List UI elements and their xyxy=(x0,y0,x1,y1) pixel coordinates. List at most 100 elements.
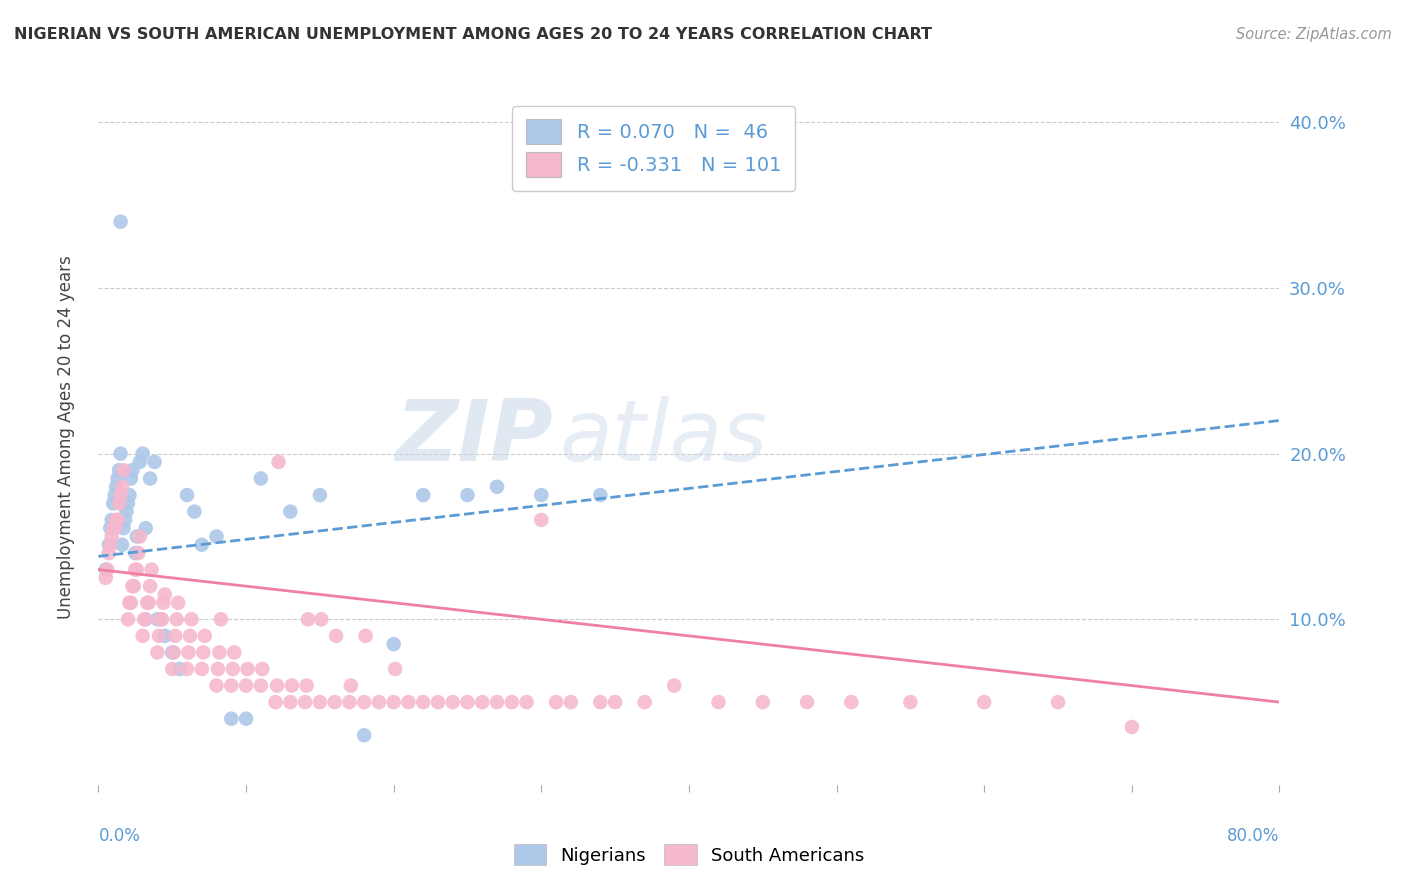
Point xyxy=(323,695,346,709)
Point xyxy=(132,447,155,461)
Point xyxy=(441,695,464,709)
Point xyxy=(589,695,612,709)
Point xyxy=(309,695,332,709)
Text: 0.0%: 0.0% xyxy=(98,827,141,845)
Point xyxy=(110,488,132,502)
Point xyxy=(183,505,205,519)
Point xyxy=(135,521,157,535)
Point xyxy=(236,662,259,676)
Point xyxy=(353,728,375,742)
Point xyxy=(148,629,170,643)
Point xyxy=(136,596,159,610)
Point xyxy=(191,538,214,552)
Text: ZIP: ZIP xyxy=(395,395,553,479)
Point xyxy=(111,480,134,494)
Point xyxy=(486,480,509,494)
Point xyxy=(146,645,169,659)
Point xyxy=(751,695,773,709)
Point xyxy=(219,679,242,693)
Point xyxy=(501,695,523,709)
Point xyxy=(209,612,232,626)
Point xyxy=(368,695,391,709)
Point xyxy=(605,695,627,709)
Point xyxy=(115,505,138,519)
Point xyxy=(179,629,201,643)
Point xyxy=(664,679,686,693)
Point xyxy=(515,695,537,709)
Point xyxy=(180,612,202,626)
Point xyxy=(128,529,150,543)
Point xyxy=(139,471,162,485)
Point xyxy=(294,695,316,709)
Point xyxy=(104,521,127,535)
Point xyxy=(353,695,375,709)
Point xyxy=(163,645,186,659)
Point xyxy=(110,447,132,461)
Point xyxy=(207,662,229,676)
Point xyxy=(176,488,198,502)
Point xyxy=(107,471,129,485)
Point xyxy=(339,695,360,709)
Point xyxy=(125,529,148,543)
Point xyxy=(117,612,139,626)
Point xyxy=(98,538,121,552)
Point xyxy=(177,645,200,659)
Point xyxy=(589,488,612,502)
Point xyxy=(143,455,166,469)
Y-axis label: Unemployment Among Ages 20 to 24 years: Unemployment Among Ages 20 to 24 years xyxy=(56,255,75,619)
Point xyxy=(105,480,128,494)
Point xyxy=(267,455,290,469)
Point xyxy=(127,546,149,560)
Point xyxy=(224,645,246,659)
Point xyxy=(205,529,228,543)
Point xyxy=(340,679,363,693)
Point xyxy=(153,587,176,601)
Point xyxy=(146,612,169,626)
Point xyxy=(121,463,143,477)
Text: NIGERIAN VS SOUTH AMERICAN UNEMPLOYMENT AMONG AGES 20 TO 24 YEARS CORRELATION CH: NIGERIAN VS SOUTH AMERICAN UNEMPLOYMENT … xyxy=(14,27,932,42)
Point xyxy=(176,662,198,676)
Point xyxy=(250,679,273,693)
Point xyxy=(900,695,922,709)
Point xyxy=(546,695,568,709)
Point xyxy=(412,488,434,502)
Point xyxy=(167,596,190,610)
Point xyxy=(205,679,228,693)
Point xyxy=(1046,695,1069,709)
Point xyxy=(235,679,257,693)
Point xyxy=(104,488,127,502)
Point xyxy=(1121,720,1143,734)
Point xyxy=(252,662,274,676)
Point xyxy=(486,695,509,709)
Point xyxy=(250,471,273,485)
Point xyxy=(295,679,318,693)
Point xyxy=(162,645,183,659)
Point xyxy=(152,596,174,610)
Point xyxy=(97,538,120,552)
Point xyxy=(105,513,128,527)
Point xyxy=(128,455,150,469)
Point xyxy=(112,463,135,477)
Point xyxy=(560,695,582,709)
Point xyxy=(120,596,142,610)
Point xyxy=(309,488,332,502)
Point xyxy=(103,496,125,510)
Point xyxy=(427,695,450,709)
Point xyxy=(139,579,162,593)
Point xyxy=(121,579,143,593)
Point xyxy=(219,712,242,726)
Point xyxy=(124,546,146,560)
Point xyxy=(412,695,434,709)
Point xyxy=(264,695,287,709)
Point xyxy=(384,662,406,676)
Point xyxy=(796,695,818,709)
Point xyxy=(118,596,141,610)
Point xyxy=(633,695,655,709)
Point xyxy=(103,521,125,535)
Point xyxy=(135,612,157,626)
Point xyxy=(169,662,191,676)
Point xyxy=(841,695,863,709)
Point xyxy=(94,571,117,585)
Point xyxy=(194,629,217,643)
Point xyxy=(108,463,131,477)
